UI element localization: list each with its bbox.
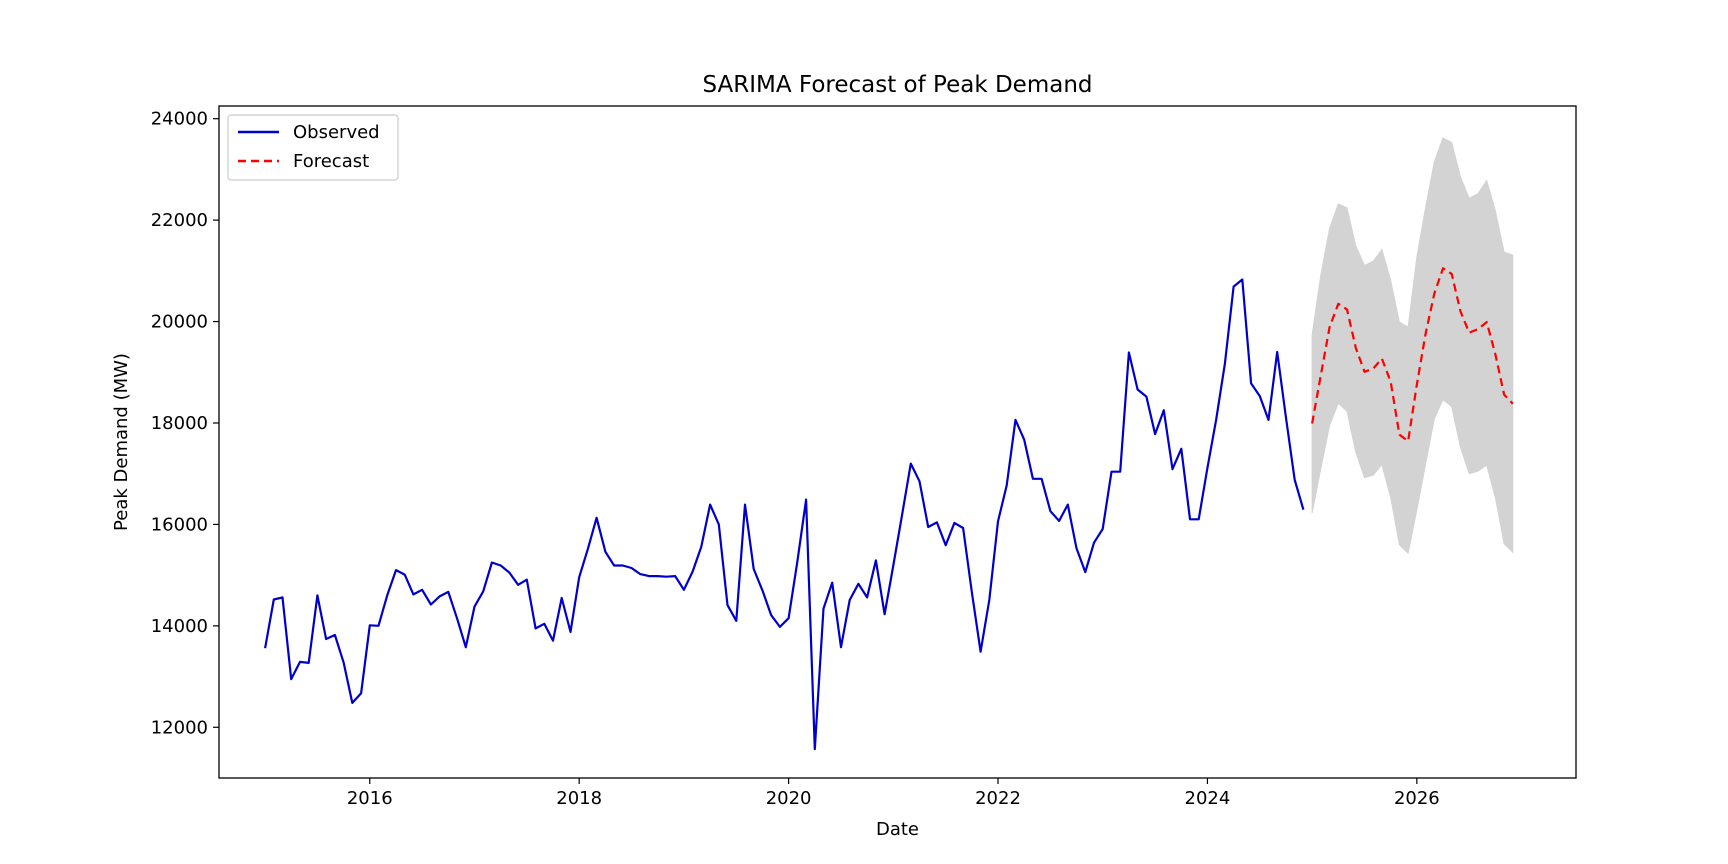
- y-tick-label: 20000: [151, 312, 208, 333]
- x-tick-label: 2016: [347, 788, 393, 809]
- x-tick-label: 2018: [556, 788, 602, 809]
- series-layer: [264, 267, 1514, 751]
- plot-area-frame: [218, 105, 1577, 779]
- legend-label-forecast: Forecast: [293, 151, 369, 172]
- chart-title: SARIMA Forecast of Peak Demand: [703, 72, 1093, 98]
- x-tick-label: 2022: [975, 788, 1021, 809]
- x-tick-label: 2024: [1185, 788, 1231, 809]
- legend-label-observed: Observed: [293, 122, 380, 143]
- x-tick-label: 2026: [1394, 788, 1440, 809]
- x-tick-label: 2020: [766, 788, 812, 809]
- confidence-band-layer: [1311, 137, 1514, 555]
- forecast-line: [1311, 267, 1514, 443]
- observed-line: [264, 278, 1305, 751]
- y-tick-label: 22000: [151, 210, 208, 231]
- y-axis: 12000 14000 16000 18000 20000 22000 24000: [151, 109, 219, 738]
- y-tick-label: 12000: [151, 717, 208, 738]
- y-tick-label: 18000: [151, 413, 208, 434]
- y-tick-label: 14000: [151, 616, 208, 637]
- legend: Observed Forecast: [227, 114, 399, 181]
- y-axis-label: Peak Demand (MW): [111, 353, 132, 531]
- y-tick-label: 24000: [151, 109, 208, 130]
- confidence-band: [1311, 137, 1514, 555]
- x-axis-label: Date: [876, 819, 919, 840]
- y-tick-label: 16000: [151, 514, 208, 535]
- x-axis: 2016 2018 2020 2022 2024 2026: [347, 778, 1440, 809]
